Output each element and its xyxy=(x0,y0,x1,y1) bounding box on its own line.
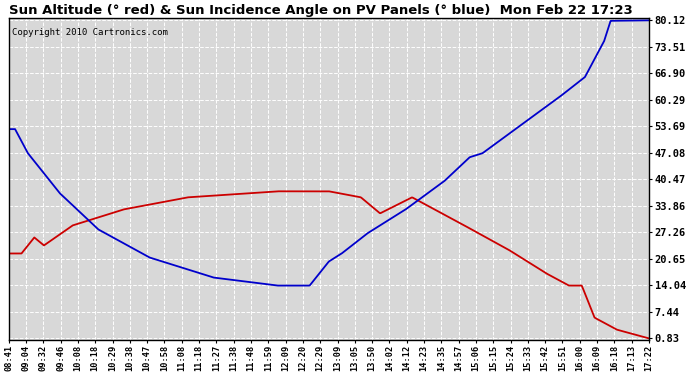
Text: Copyright 2010 Cartronics.com: Copyright 2010 Cartronics.com xyxy=(12,28,168,37)
Text: Sun Altitude (° red) & Sun Incidence Angle on PV Panels (° blue)  Mon Feb 22 17:: Sun Altitude (° red) & Sun Incidence Ang… xyxy=(9,4,633,17)
